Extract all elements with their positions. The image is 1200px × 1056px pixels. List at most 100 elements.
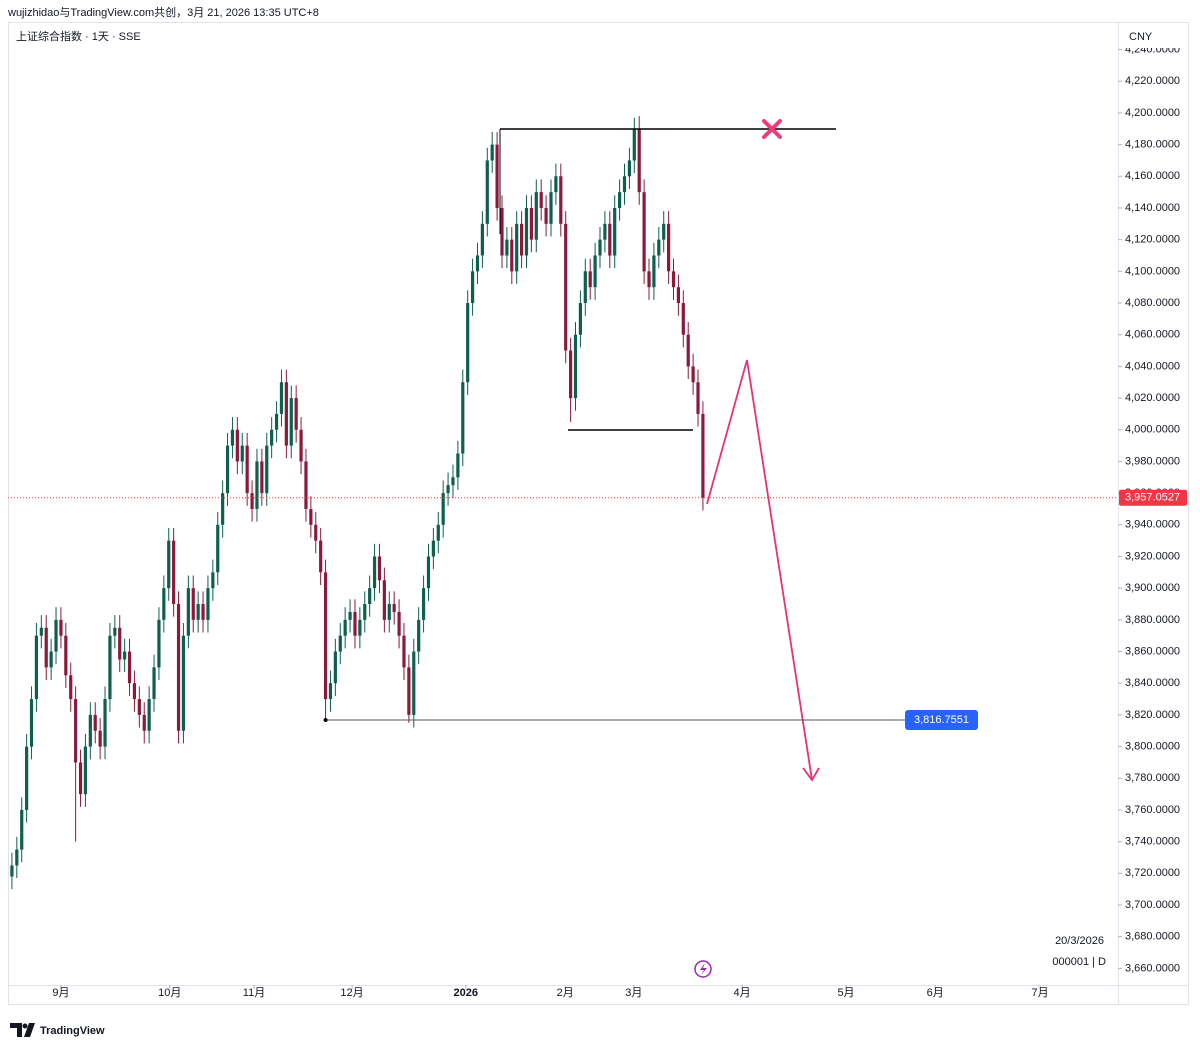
candle-body	[490, 144, 494, 161]
price-axis: 3,660.0000 3,680.0000 3,700.0000 3,720.0000…	[1118, 48, 1180, 974]
candle-body	[44, 627, 48, 668]
candle-body	[519, 223, 524, 256]
last-price-box	[1119, 489, 1187, 506]
candle-body	[524, 207, 529, 256]
candle-body	[284, 382, 288, 446]
candle-body	[118, 627, 122, 660]
candle-body	[598, 239, 602, 256]
x-tick-label: 9月	[52, 987, 69, 999]
candle-body	[34, 635, 39, 700]
candle-body	[142, 714, 146, 731]
candle-body	[274, 413, 279, 430]
candle-body	[510, 239, 514, 272]
event-bolt	[700, 963, 707, 975]
candle-body	[642, 192, 646, 272]
candle-body	[436, 524, 440, 541]
candle-body	[652, 255, 656, 288]
candle-body	[294, 398, 298, 430]
candle-body	[564, 223, 568, 351]
candle-body	[74, 699, 78, 763]
candle-body	[245, 445, 249, 494]
candle-body	[358, 619, 362, 636]
candle-body	[15, 849, 19, 866]
y-tick-label: 3,980.0000	[1125, 455, 1180, 467]
y-tick-label: 3,740.0000	[1125, 836, 1180, 848]
candle-body	[573, 334, 578, 399]
candle-body	[206, 588, 210, 620]
currency-box	[1123, 27, 1183, 47]
candle-body	[382, 580, 386, 620]
y-tick-label: 4,220.0000	[1125, 75, 1180, 87]
candle-body	[289, 398, 293, 446]
y-tick-label: 4,180.0000	[1125, 139, 1180, 151]
y-tick-label: 3,680.0000	[1125, 931, 1180, 943]
candle-body	[147, 699, 151, 731]
candle-body	[309, 508, 313, 525]
candle-body	[328, 683, 333, 700]
y-tick-label: 3,660.0000	[1125, 962, 1180, 974]
candle-body	[578, 303, 582, 335]
candle-body	[235, 429, 239, 462]
logo-dot	[22, 1023, 28, 1029]
candle-body	[549, 192, 553, 224]
candles	[10, 116, 705, 890]
event-icon[interactable]	[694, 960, 712, 978]
candle-body	[127, 651, 132, 684]
candle-body	[157, 619, 161, 668]
candle-body	[29, 699, 34, 747]
logo-mark	[10, 1023, 35, 1037]
y-tick-label: 3,880.0000	[1125, 614, 1180, 626]
candle-body	[539, 192, 543, 208]
drawings	[499, 119, 836, 782]
y-tick-label: 4,140.0000	[1125, 202, 1180, 214]
y-tick-label: 3,900.0000	[1125, 582, 1180, 594]
y-tick-label: 4,080.0000	[1125, 297, 1180, 309]
x-tick-label: 5月	[837, 987, 854, 999]
candle-body	[270, 429, 274, 446]
projection-arrow	[706, 359, 813, 781]
cross-mark	[762, 119, 782, 139]
y-tick-label: 3,940.0000	[1125, 519, 1180, 531]
y-tick-label: 4,120.0000	[1125, 234, 1180, 246]
candle-body	[20, 809, 24, 850]
y-tick-label: 3,700.0000	[1125, 899, 1180, 911]
currency: CNY	[1129, 31, 1153, 43]
candle-body	[686, 334, 690, 367]
candle-body	[544, 207, 548, 224]
candle-body	[108, 635, 112, 700]
y-tick-label: 4,160.0000	[1125, 170, 1180, 182]
candle-body	[667, 223, 671, 272]
candle-body	[534, 192, 538, 240]
candle-body	[431, 540, 435, 557]
candle-body	[681, 303, 685, 335]
candle-body	[348, 611, 352, 620]
candle-body	[662, 223, 666, 240]
candle-body	[475, 255, 480, 272]
y-tick-label: 3,760.0000	[1125, 804, 1180, 816]
x-tick-label: 6月	[927, 987, 944, 999]
candle-body	[186, 588, 190, 636]
candle-body	[88, 714, 92, 747]
candle-body	[323, 572, 328, 700]
candle-body	[529, 207, 533, 240]
candle-body	[103, 699, 107, 747]
y-tick-label: 3,780.0000	[1125, 772, 1180, 784]
candle-body	[627, 160, 632, 177]
candle-body	[387, 604, 391, 620]
candle-body	[363, 604, 367, 620]
candle-body	[191, 588, 195, 620]
candle-body	[372, 556, 377, 589]
candle-body	[196, 604, 200, 620]
candle-body	[451, 477, 455, 486]
last-price-label: 3,957.0527	[1125, 492, 1180, 504]
candle-body	[343, 619, 347, 636]
candle-body	[93, 714, 97, 731]
candle-body	[637, 128, 641, 193]
brand: TradingView	[40, 1025, 105, 1037]
candle-body	[622, 176, 627, 193]
candle-body	[568, 350, 573, 399]
candle-body	[137, 699, 141, 715]
candle-body	[299, 429, 303, 462]
candle-body	[618, 192, 622, 208]
support-anchor	[323, 718, 328, 723]
